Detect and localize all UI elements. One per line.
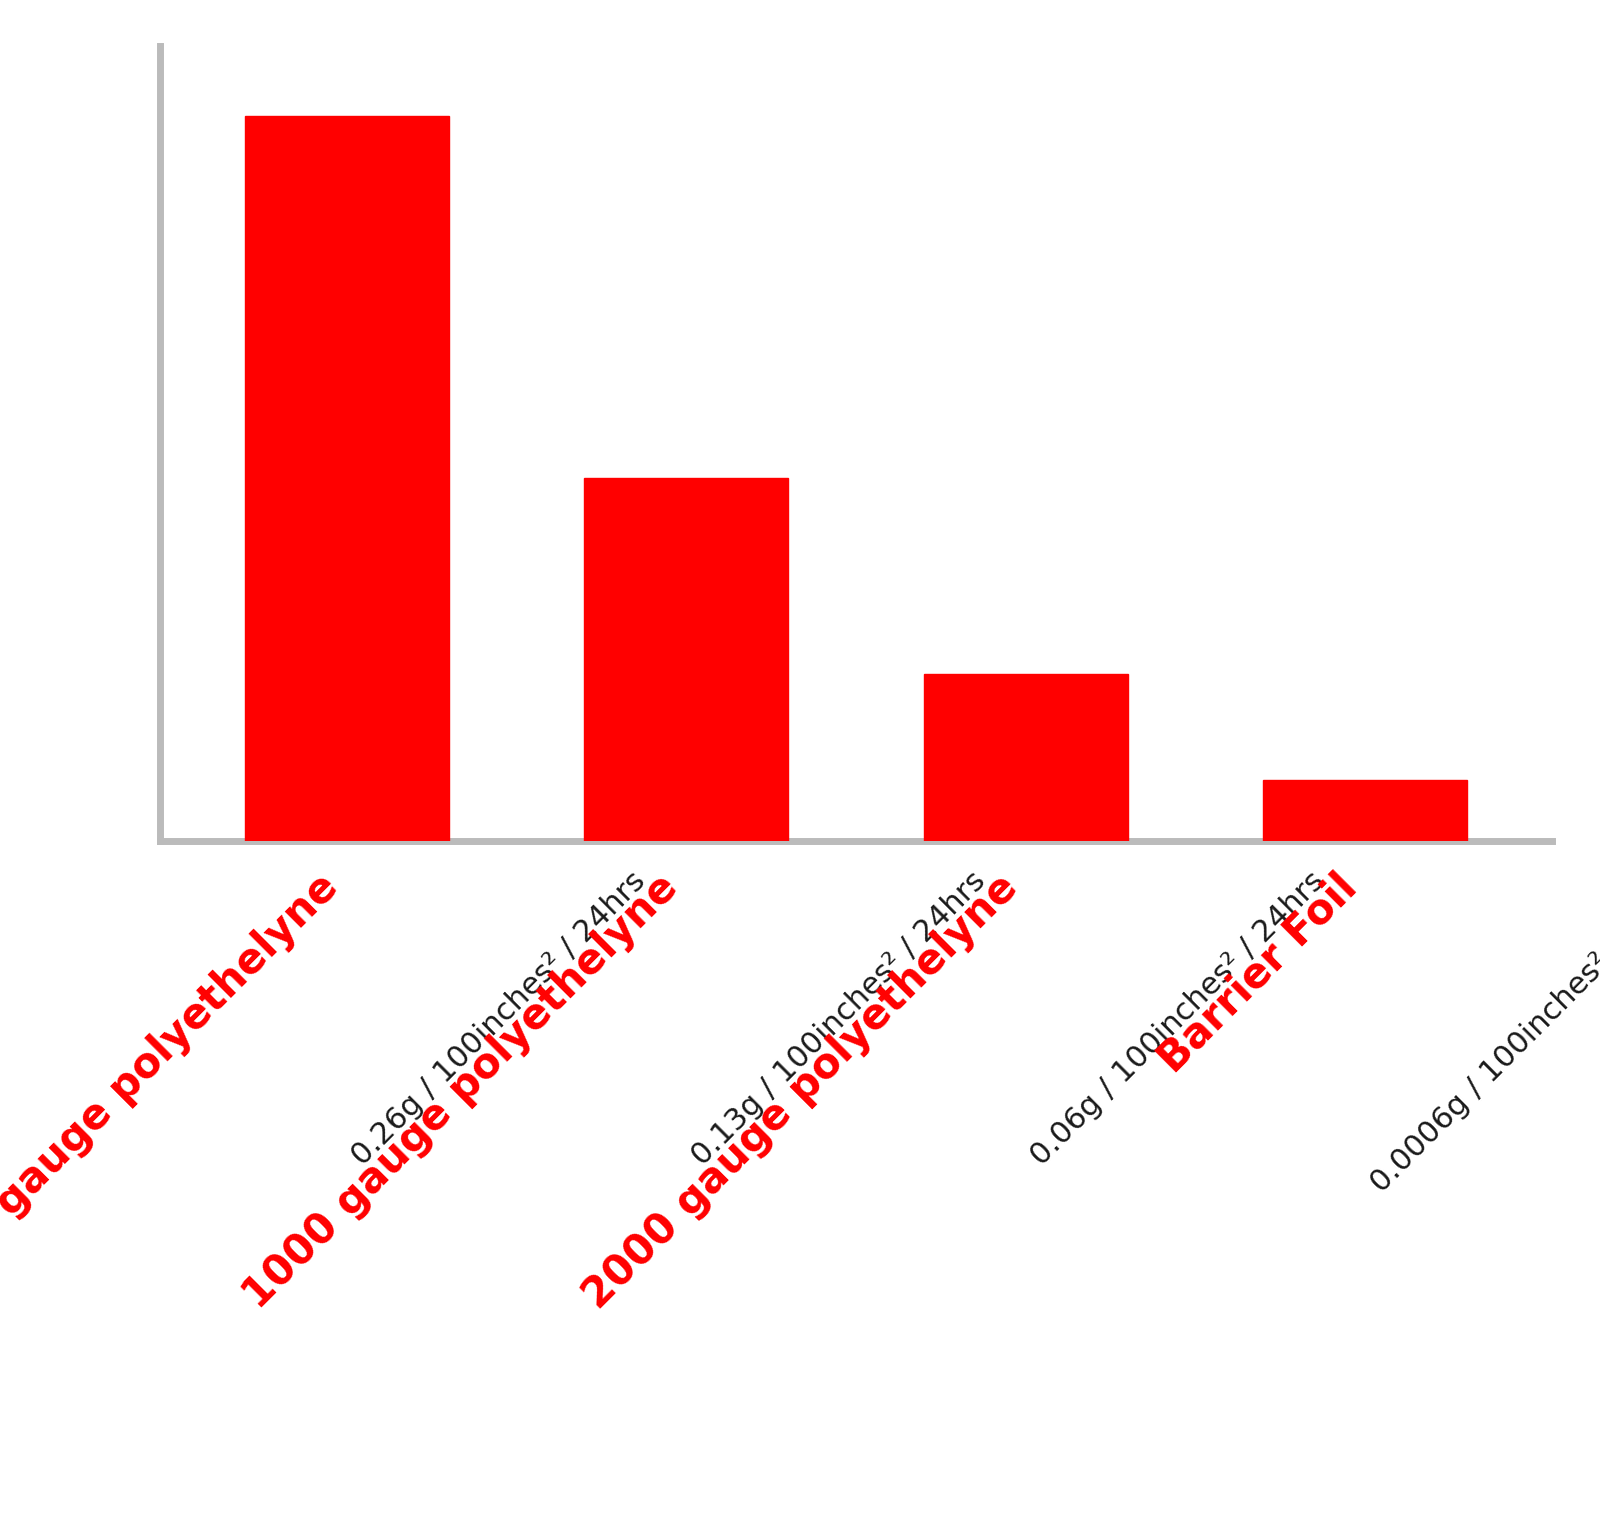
Bar bbox=[1264, 780, 1467, 841]
Text: 0.0006g / 100inches² / 24hrs: 0.0006g / 100inches² / 24hrs bbox=[1365, 865, 1600, 1199]
Text: 1000 gauge polyethelyne: 1000 gauge polyethelyne bbox=[235, 865, 686, 1316]
Text: 2000 gauge polyethelyne: 2000 gauge polyethelyne bbox=[574, 865, 1026, 1316]
Bar bbox=[584, 479, 789, 841]
Bar bbox=[245, 116, 448, 841]
Text: 0.26g / 100inches² / 24hrs: 0.26g / 100inches² / 24hrs bbox=[347, 865, 651, 1171]
Text: 0.06g / 100inches² / 24hrs: 0.06g / 100inches² / 24hrs bbox=[1026, 865, 1331, 1171]
Text: 0.13g / 100inches² / 24hrs: 0.13g / 100inches² / 24hrs bbox=[686, 865, 990, 1171]
Bar bbox=[923, 674, 1128, 841]
Text: Barrier Foil: Barrier Foil bbox=[1150, 865, 1365, 1081]
Text: 500 gauge polyethelyne: 500 gauge polyethelyne bbox=[0, 865, 347, 1297]
